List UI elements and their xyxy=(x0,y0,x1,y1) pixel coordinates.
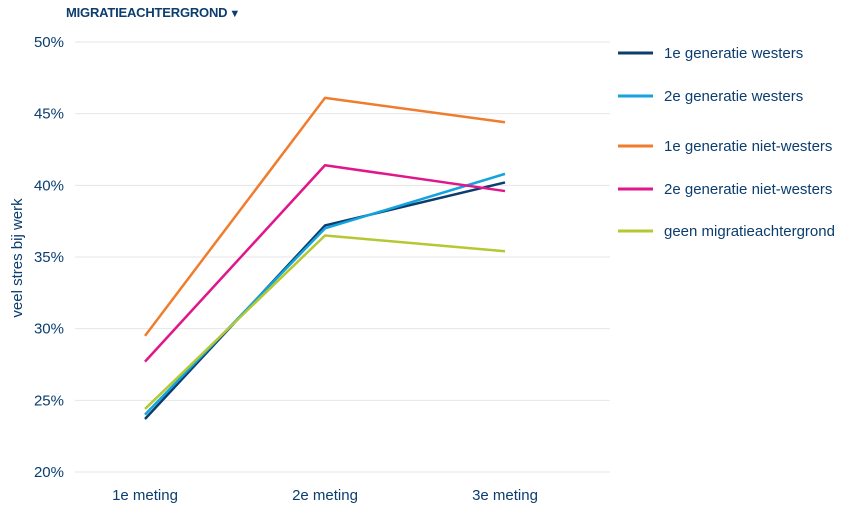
legend-label: 1e generatie niet-westers xyxy=(664,138,832,155)
y-tick-label: 30% xyxy=(34,321,64,338)
y-tick-label: 35% xyxy=(34,249,64,266)
series-line-5[interactable] xyxy=(144,234,506,410)
y-axis-label: veel stres bij werk xyxy=(9,198,26,318)
legend-item[interactable]: 2e generatie westers xyxy=(618,88,803,105)
y-tick-label: 50% xyxy=(34,34,64,51)
legend-label: geen migratieachtergrond xyxy=(664,223,835,240)
migration-background-dropdown[interactable]: MIGRATIEACHTERGROND ▼ xyxy=(66,5,240,20)
legend-item[interactable]: 2e generatie niet-westers xyxy=(618,181,832,198)
series-line-1[interactable] xyxy=(144,181,506,420)
series-lines xyxy=(144,96,506,420)
series-line-2[interactable] xyxy=(144,172,506,416)
dropdown-label: MIGRATIEACHTERGROND xyxy=(66,5,228,20)
y-tick-label: 45% xyxy=(34,106,64,123)
y-tick-label: 40% xyxy=(34,177,64,194)
legend-item[interactable]: 1e generatie westers xyxy=(618,45,803,62)
gridlines xyxy=(75,41,610,473)
caret-down-icon: ▼ xyxy=(229,8,241,20)
series-line-3[interactable] xyxy=(144,96,506,337)
x-tick-label: 3e meting xyxy=(472,487,538,504)
y-axis-ticks: 20% 25% 30% 35% 40% 45% 50% xyxy=(34,34,64,481)
x-tick-label: 2e meting xyxy=(292,487,358,504)
series-line-4[interactable] xyxy=(144,164,506,363)
legend-label: 1e generatie westers xyxy=(664,45,803,62)
y-tick-label: 20% xyxy=(34,464,64,481)
legend-item[interactable]: 1e generatie niet-westers xyxy=(618,138,832,155)
legend-label: 2e generatie niet-westers xyxy=(664,181,832,198)
legend-label: 2e generatie westers xyxy=(664,88,803,105)
legend: 1e generatie westers 2e generatie westers… xyxy=(618,45,835,240)
x-tick-label: 1e meting xyxy=(112,487,178,504)
y-tick-label: 25% xyxy=(34,392,64,409)
x-axis-ticks: 1e meting 2e meting 3e meting xyxy=(112,487,538,504)
legend-item[interactable]: geen migratieachtergrond xyxy=(618,223,835,240)
